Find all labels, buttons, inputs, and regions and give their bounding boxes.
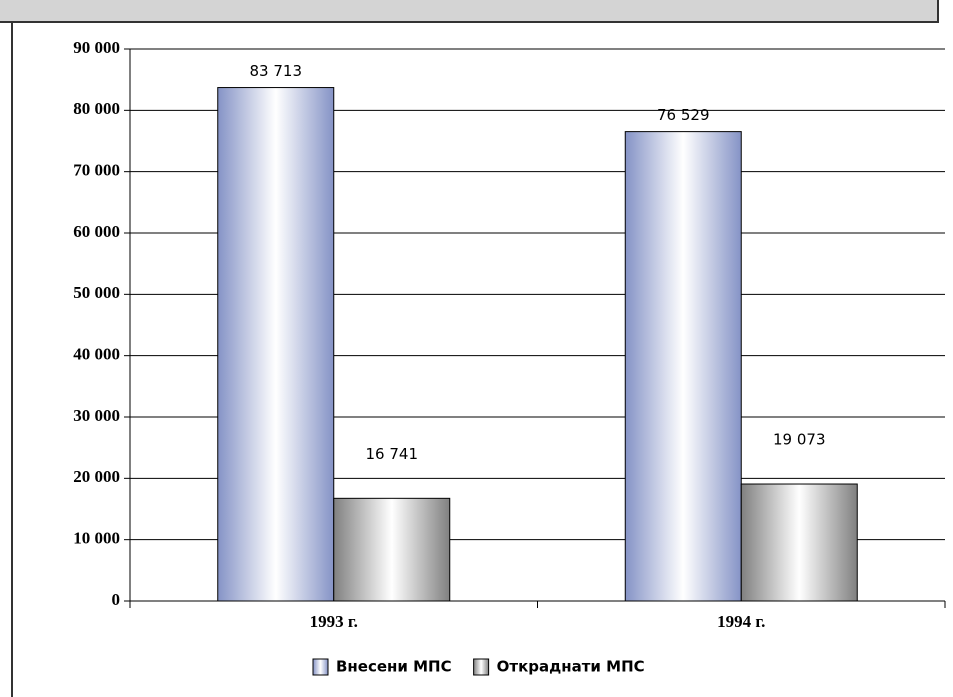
header-box — [0, 0, 939, 23]
y-tick-label: 70 000 — [73, 161, 120, 180]
y-tick-label: 50 000 — [73, 283, 120, 302]
y-tick-label: 30 000 — [73, 406, 120, 425]
legend-swatch — [473, 658, 490, 676]
bar — [740, 483, 858, 602]
bar — [624, 131, 742, 602]
legend-label: Внесени МПС — [336, 658, 452, 676]
x-tick-label: 1994 г. — [717, 612, 765, 631]
value-label: 19 073 — [773, 431, 826, 449]
y-tick-label: 40 000 — [73, 345, 120, 364]
value-label: 83 713 — [250, 62, 303, 80]
y-tick-label: 20 000 — [73, 467, 120, 486]
legend-label: Откраднати МПС — [497, 658, 645, 676]
x-tick-label: 1993 г. — [310, 612, 358, 631]
y-tick-label: 0 — [112, 590, 121, 609]
bar — [333, 497, 451, 602]
y-tick-label: 90 000 — [73, 38, 120, 57]
y-tick-label: 60 000 — [73, 222, 120, 241]
y-tick-label: 10 000 — [73, 529, 120, 548]
value-label: 76 529 — [657, 106, 710, 124]
value-label: 16 741 — [366, 445, 419, 463]
y-tick-label: 80 000 — [73, 99, 120, 118]
legend-swatch — [312, 658, 329, 676]
bar — [217, 87, 335, 602]
